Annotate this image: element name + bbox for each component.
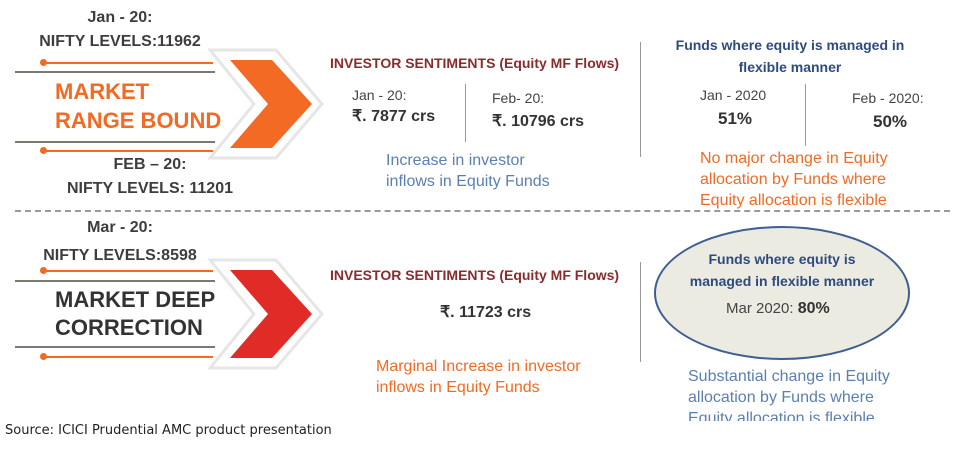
alloc-value: 80% bbox=[797, 300, 830, 317]
note-line: allocation by Funds where bbox=[700, 171, 886, 188]
title-line: Funds where equity is managed in bbox=[675, 37, 905, 53]
bottom-flow-note: Marginal Increase in investor inflows in… bbox=[376, 356, 581, 398]
note-line: inflows in Equity Funds bbox=[376, 379, 540, 396]
note-line: Marginal Increase in investor bbox=[376, 358, 581, 375]
bottom-flow-value: ₹. 11723 crs bbox=[440, 304, 532, 321]
chevron-arrow-icon bbox=[208, 48, 324, 160]
bottom-sentiment-title: INVESTOR SENTIMENTS (Equity MF Flows) bbox=[330, 267, 620, 283]
market-status-line1: MARKET DEEP bbox=[55, 287, 216, 312]
orange-rule bbox=[43, 270, 213, 272]
note-line: allocation by Funds where bbox=[688, 389, 874, 406]
bottom-nifty1: NIFTY LEVELS:8598 bbox=[43, 247, 197, 264]
top-date2: FEB – 20: bbox=[113, 156, 187, 173]
divider bbox=[465, 84, 466, 142]
top-funds-title: Funds where equity is managed in flexibl… bbox=[660, 34, 920, 78]
alloc-label: Mar 2020: bbox=[726, 300, 798, 317]
divider bbox=[640, 262, 641, 362]
section-divider bbox=[15, 210, 950, 212]
top-flow-note: Increase in investor inflows in Equity F… bbox=[386, 150, 550, 192]
flow1-label: Jan - 20: bbox=[352, 87, 407, 103]
alloc1-value: 51% bbox=[718, 109, 753, 128]
market-status-line2: RANGE BOUND bbox=[55, 108, 222, 133]
alloc1-label: Jan - 2020 bbox=[700, 87, 767, 103]
flow2-value: ₹. 10796 crs bbox=[492, 113, 585, 130]
funds-ellipse bbox=[654, 226, 910, 360]
note-line: No major change in Equity bbox=[700, 150, 888, 167]
top-sentiment-title: INVESTOR SENTIMENTS (Equity MF Flows) bbox=[330, 55, 620, 71]
bottom-alloc-note: Substantial change in Equity allocation … bbox=[688, 366, 890, 421]
note-line: Equity allocation is flexible bbox=[688, 410, 875, 421]
orange-rule bbox=[43, 356, 213, 358]
top-alloc-note: No major change in Equity allocation by … bbox=[700, 148, 888, 211]
market-status-line2: CORRECTION bbox=[55, 315, 203, 340]
gray-rule bbox=[15, 346, 215, 348]
top-date1: Jan - 20: bbox=[87, 9, 153, 26]
bottom-date1: Mar - 20: bbox=[87, 219, 153, 236]
title-line: flexible manner bbox=[738, 59, 842, 75]
orange-rule bbox=[43, 150, 213, 152]
flow2-label: Feb- 20: bbox=[492, 90, 545, 106]
note-line: inflows in Equity Funds bbox=[386, 173, 550, 190]
gray-rule bbox=[15, 71, 215, 73]
source-caption: Source: ICICI Prudential AMC product pre… bbox=[5, 423, 332, 438]
flow1-value: ₹. 7877 crs bbox=[352, 108, 436, 125]
note-line: Equity allocation is flexible bbox=[700, 192, 887, 209]
gray-rule bbox=[15, 141, 215, 143]
top-nifty1: NIFTY LEVELS:11962 bbox=[39, 33, 201, 50]
note-line: Increase in investor bbox=[386, 152, 525, 169]
bottom-alloc: Mar 2020: 80% bbox=[726, 300, 830, 318]
market-status-line1: MARKET bbox=[55, 79, 150, 104]
title-line: managed in flexible manner bbox=[689, 273, 875, 289]
chevron-arrow-icon bbox=[208, 258, 324, 370]
divider bbox=[805, 84, 806, 146]
gray-rule bbox=[15, 280, 215, 282]
divider bbox=[640, 42, 641, 157]
note-line: Substantial change in Equity bbox=[688, 368, 890, 385]
title-line: Funds where equity is bbox=[708, 251, 856, 267]
orange-rule bbox=[43, 62, 213, 64]
bottom-funds-title: Funds where equity is managed in flexibl… bbox=[662, 248, 902, 292]
top-nifty2: NIFTY LEVELS: 11201 bbox=[67, 180, 233, 197]
alloc2-value: 50% bbox=[873, 112, 908, 131]
alloc2-label: Feb - 2020: bbox=[852, 90, 924, 106]
